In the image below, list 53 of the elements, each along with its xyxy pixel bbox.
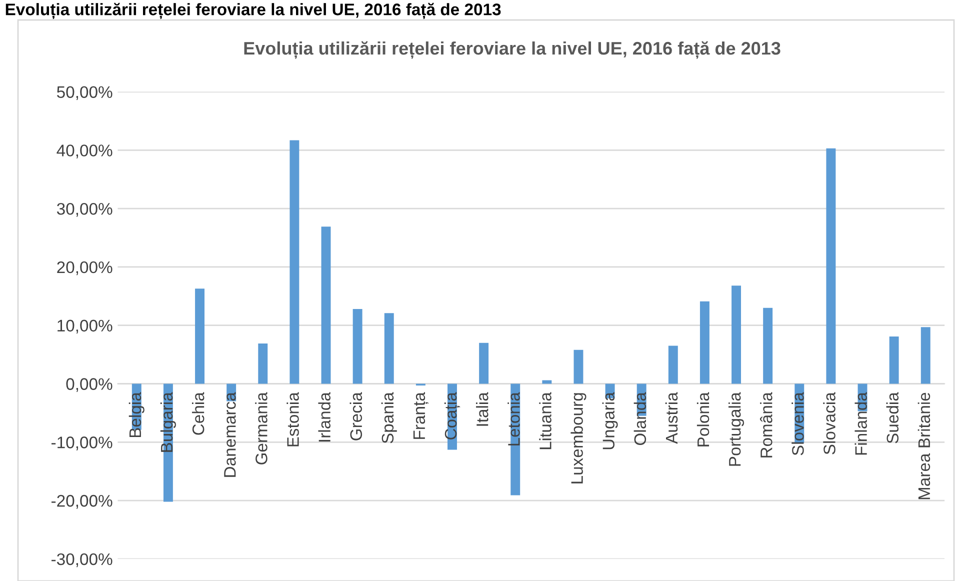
x-tick-label: Suedia (886, 392, 899, 444)
bar (826, 148, 836, 384)
text: Evoluția utilizării rețelei feroviare la nivel UE, 2016 față de 2013 (6, 2, 501, 20)
bar (732, 286, 742, 384)
chart-title: Evoluția utilizării rețelei feroviare la nivel UE, 2016 față de 2013 (244, 41, 780, 59)
x-tick-label: Polonia (696, 392, 710, 446)
x-tick-label: Irlanda (318, 392, 330, 442)
bar (542, 380, 552, 384)
y-tick-label: -10,00% (52, 436, 112, 450)
bar (352, 309, 362, 384)
bar (889, 336, 899, 384)
x-tick-label: Portugalia (728, 392, 744, 466)
y-tick-label: 10,00% (58, 320, 112, 334)
y-tick-label: -20,00% (52, 494, 112, 509)
x-tick-label: Coația (444, 392, 460, 440)
bar (479, 342, 489, 384)
x-tick-label: Luxembourg (570, 393, 586, 484)
x-tick-label: Letonia (508, 392, 520, 446)
bar (384, 313, 394, 384)
y-tick-label: 0,00% (66, 378, 112, 392)
y-tick-label: 40,00% (56, 144, 112, 158)
x-tick-label: Grecia (350, 392, 362, 440)
y-tick-label: 30,00% (56, 202, 112, 217)
x-tick-label: Marea Britanie (918, 392, 930, 500)
y-tick-label: 20,00% (57, 261, 112, 276)
x-tick-label: Finlanda (854, 392, 867, 455)
x-tick-label: Cehia (192, 392, 204, 435)
bar (700, 301, 710, 384)
y-tick-label: 50,00% (56, 86, 112, 100)
x-tick-label: Estonia (286, 392, 299, 446)
x-tick-label: România (760, 392, 772, 458)
x-tick-label: Austria (665, 392, 678, 444)
x-tick-label: Germania (255, 392, 268, 464)
x-tick-label: Lituania (539, 392, 552, 450)
x-tick-label: Olanda (634, 392, 646, 446)
y-tick-label: -30,00% (52, 553, 112, 568)
x-tick-label: Slovenia (792, 392, 804, 456)
bar (763, 308, 773, 384)
x-tick-label: Italia (476, 392, 488, 426)
x-tick-label: Belgia (128, 392, 144, 438)
x-tick-label: Ungaria (602, 392, 618, 450)
x-tick-label: Bulgaria (160, 392, 176, 452)
x-tick-label: Danemarca (224, 392, 236, 477)
x-tick-label: Spania (381, 392, 397, 444)
x-tick-label: Slovacia (823, 392, 836, 454)
bar (321, 226, 331, 384)
bar (668, 346, 678, 384)
x-tick-label: Franța (413, 392, 428, 439)
bar (290, 140, 300, 384)
bar (195, 288, 204, 384)
bar (920, 327, 930, 384)
bar (574, 350, 584, 384)
bar (258, 343, 268, 384)
